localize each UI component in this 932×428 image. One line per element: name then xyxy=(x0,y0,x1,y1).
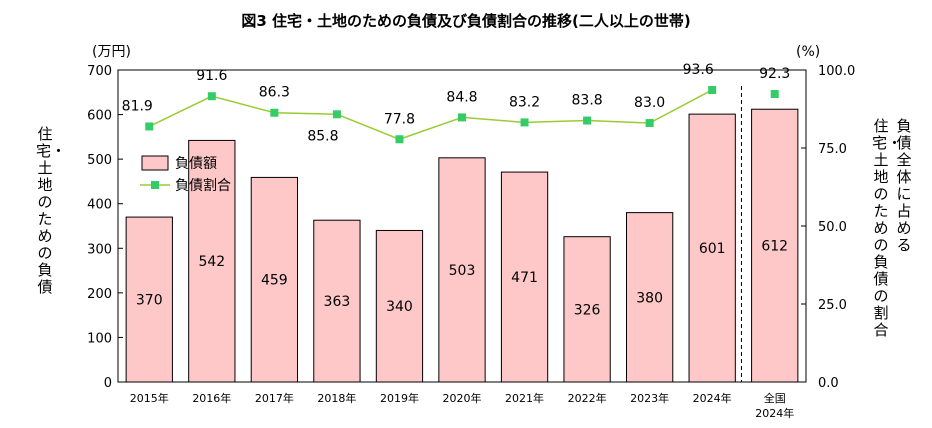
ratio-value-label: 77.8 xyxy=(384,111,415,127)
left-tick-label: 700 xyxy=(87,64,112,79)
left-tick-label: 100 xyxy=(87,331,112,346)
ratio-marker xyxy=(708,85,717,94)
ratio-marker xyxy=(395,135,404,144)
ratio-line xyxy=(148,89,713,141)
category-label: 全国 xyxy=(764,391,786,405)
right-axis-unit: (%) xyxy=(796,44,820,60)
ratio-value-label: 91.6 xyxy=(196,68,227,84)
ratio-value-label: 86.3 xyxy=(259,85,290,101)
bar-value-label: 503 xyxy=(449,263,476,279)
category-label: 2015年 xyxy=(130,391,169,405)
bar xyxy=(438,157,486,383)
right-tick-label: 25.0 xyxy=(818,298,847,313)
bar-value-label: 542 xyxy=(198,254,225,270)
ratio-value-label: 81.9 xyxy=(122,98,153,114)
left-axis-unit: (万円) xyxy=(92,44,131,60)
right-axis-label-line-2: 住宅・土地のための負債の割合 xyxy=(872,117,903,339)
bar xyxy=(313,219,361,383)
ratio-marker xyxy=(770,90,779,99)
right-axis-label-line-1: 負債全体に占める xyxy=(896,117,912,254)
bar xyxy=(125,216,173,383)
category-label: 2019年 xyxy=(380,391,419,405)
category-label: 2024年 xyxy=(755,406,794,420)
bar-value-label: 340 xyxy=(386,299,413,315)
legend-line-label: 負債割合 xyxy=(175,177,231,194)
category-label: 2023年 xyxy=(630,391,669,405)
bar-value-label: 370 xyxy=(136,293,163,309)
category-label: 2021年 xyxy=(505,391,544,405)
legend-bar-label: 負債額 xyxy=(175,156,217,172)
plot-area: 0 100 200 300 400 500 600 700 0.0 25.0 50.0 75.0 100… xyxy=(87,62,855,420)
legend-line-marker xyxy=(151,181,159,189)
left-tick-label: 200 xyxy=(87,287,112,302)
left-axis-label: 住宅・土地のための負債 xyxy=(36,125,67,296)
left-tick-label: 500 xyxy=(87,153,112,168)
ratio-marker xyxy=(520,118,529,127)
category-label: 2022年 xyxy=(568,391,607,405)
bar-value-label: 612 xyxy=(761,239,788,255)
left-tick-label: 600 xyxy=(87,109,112,124)
ratio-marker xyxy=(332,110,341,119)
ratio-value-label: 83.2 xyxy=(509,94,540,110)
bar xyxy=(751,108,799,383)
bar-value-label: 601 xyxy=(699,241,726,257)
ratio-value-label: 83.8 xyxy=(572,93,603,109)
ratio-value-label: 92.3 xyxy=(759,66,790,82)
category-label: 2016年 xyxy=(192,391,231,405)
ratio-marker xyxy=(645,119,654,128)
bar xyxy=(375,229,424,383)
bar xyxy=(688,113,736,383)
bar-value-label: 326 xyxy=(574,302,601,318)
right-tick-label: 100.0 xyxy=(818,64,855,79)
left-tick-label: 0 xyxy=(104,376,112,391)
category-label: 2020年 xyxy=(443,391,482,405)
bar-value-label: 471 xyxy=(511,270,538,286)
ratio-marker xyxy=(270,108,279,117)
bar xyxy=(625,212,674,383)
category-label: 2017年 xyxy=(255,391,294,405)
left-tick-label: 400 xyxy=(87,198,112,213)
bar-value-label: 459 xyxy=(261,273,288,289)
ratio-marker xyxy=(583,116,592,125)
ratio-marker xyxy=(207,92,216,101)
legend: 負債額 負債割合 xyxy=(140,155,231,194)
right-tick-label: 50.0 xyxy=(818,220,847,235)
bar xyxy=(563,236,611,383)
category-label: 2018年 xyxy=(317,391,356,405)
right-tick-label: 75.0 xyxy=(818,142,847,157)
left-tick-label: 300 xyxy=(87,242,112,257)
legend-bar-swatch xyxy=(141,155,169,171)
bar xyxy=(500,171,549,383)
bar-value-label: 363 xyxy=(324,294,351,310)
right-tick-label: 0.0 xyxy=(818,376,839,391)
ratio-marker xyxy=(145,122,154,131)
ratio-value-label: 83.0 xyxy=(634,95,665,111)
bar-value-label: 380 xyxy=(636,290,663,306)
ratio-value-label: 85.8 xyxy=(307,128,338,144)
ratio-marker xyxy=(458,113,466,122)
bar xyxy=(250,176,299,383)
ratio-value-label: 93.6 xyxy=(683,62,714,78)
bar xyxy=(188,139,236,383)
category-label: 2024年 xyxy=(693,391,732,405)
chart-title: 図3 住宅・土地のための負債及び負債割合の推移(二人以上の世帯) xyxy=(241,12,690,30)
ratio-value-label: 84.8 xyxy=(446,89,477,105)
